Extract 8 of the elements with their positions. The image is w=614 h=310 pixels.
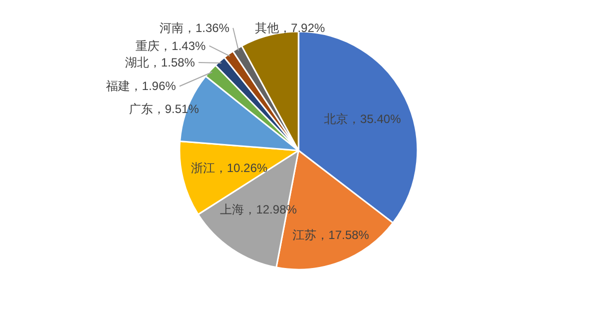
slice-label: 江苏，17.58% [292,228,370,242]
slice-label: 福建，1.96% [106,79,176,94]
slice-label: 重庆，1.43% [136,38,206,53]
slice-label: 北京，35.40% [324,112,402,126]
slice-label: 其他，7.92% [254,21,326,36]
slice-label: 河南，1.36% [159,20,230,35]
slice-label: 浙江，10.26% [190,160,268,175]
slice-label: 湖北，1.58% [124,55,196,70]
